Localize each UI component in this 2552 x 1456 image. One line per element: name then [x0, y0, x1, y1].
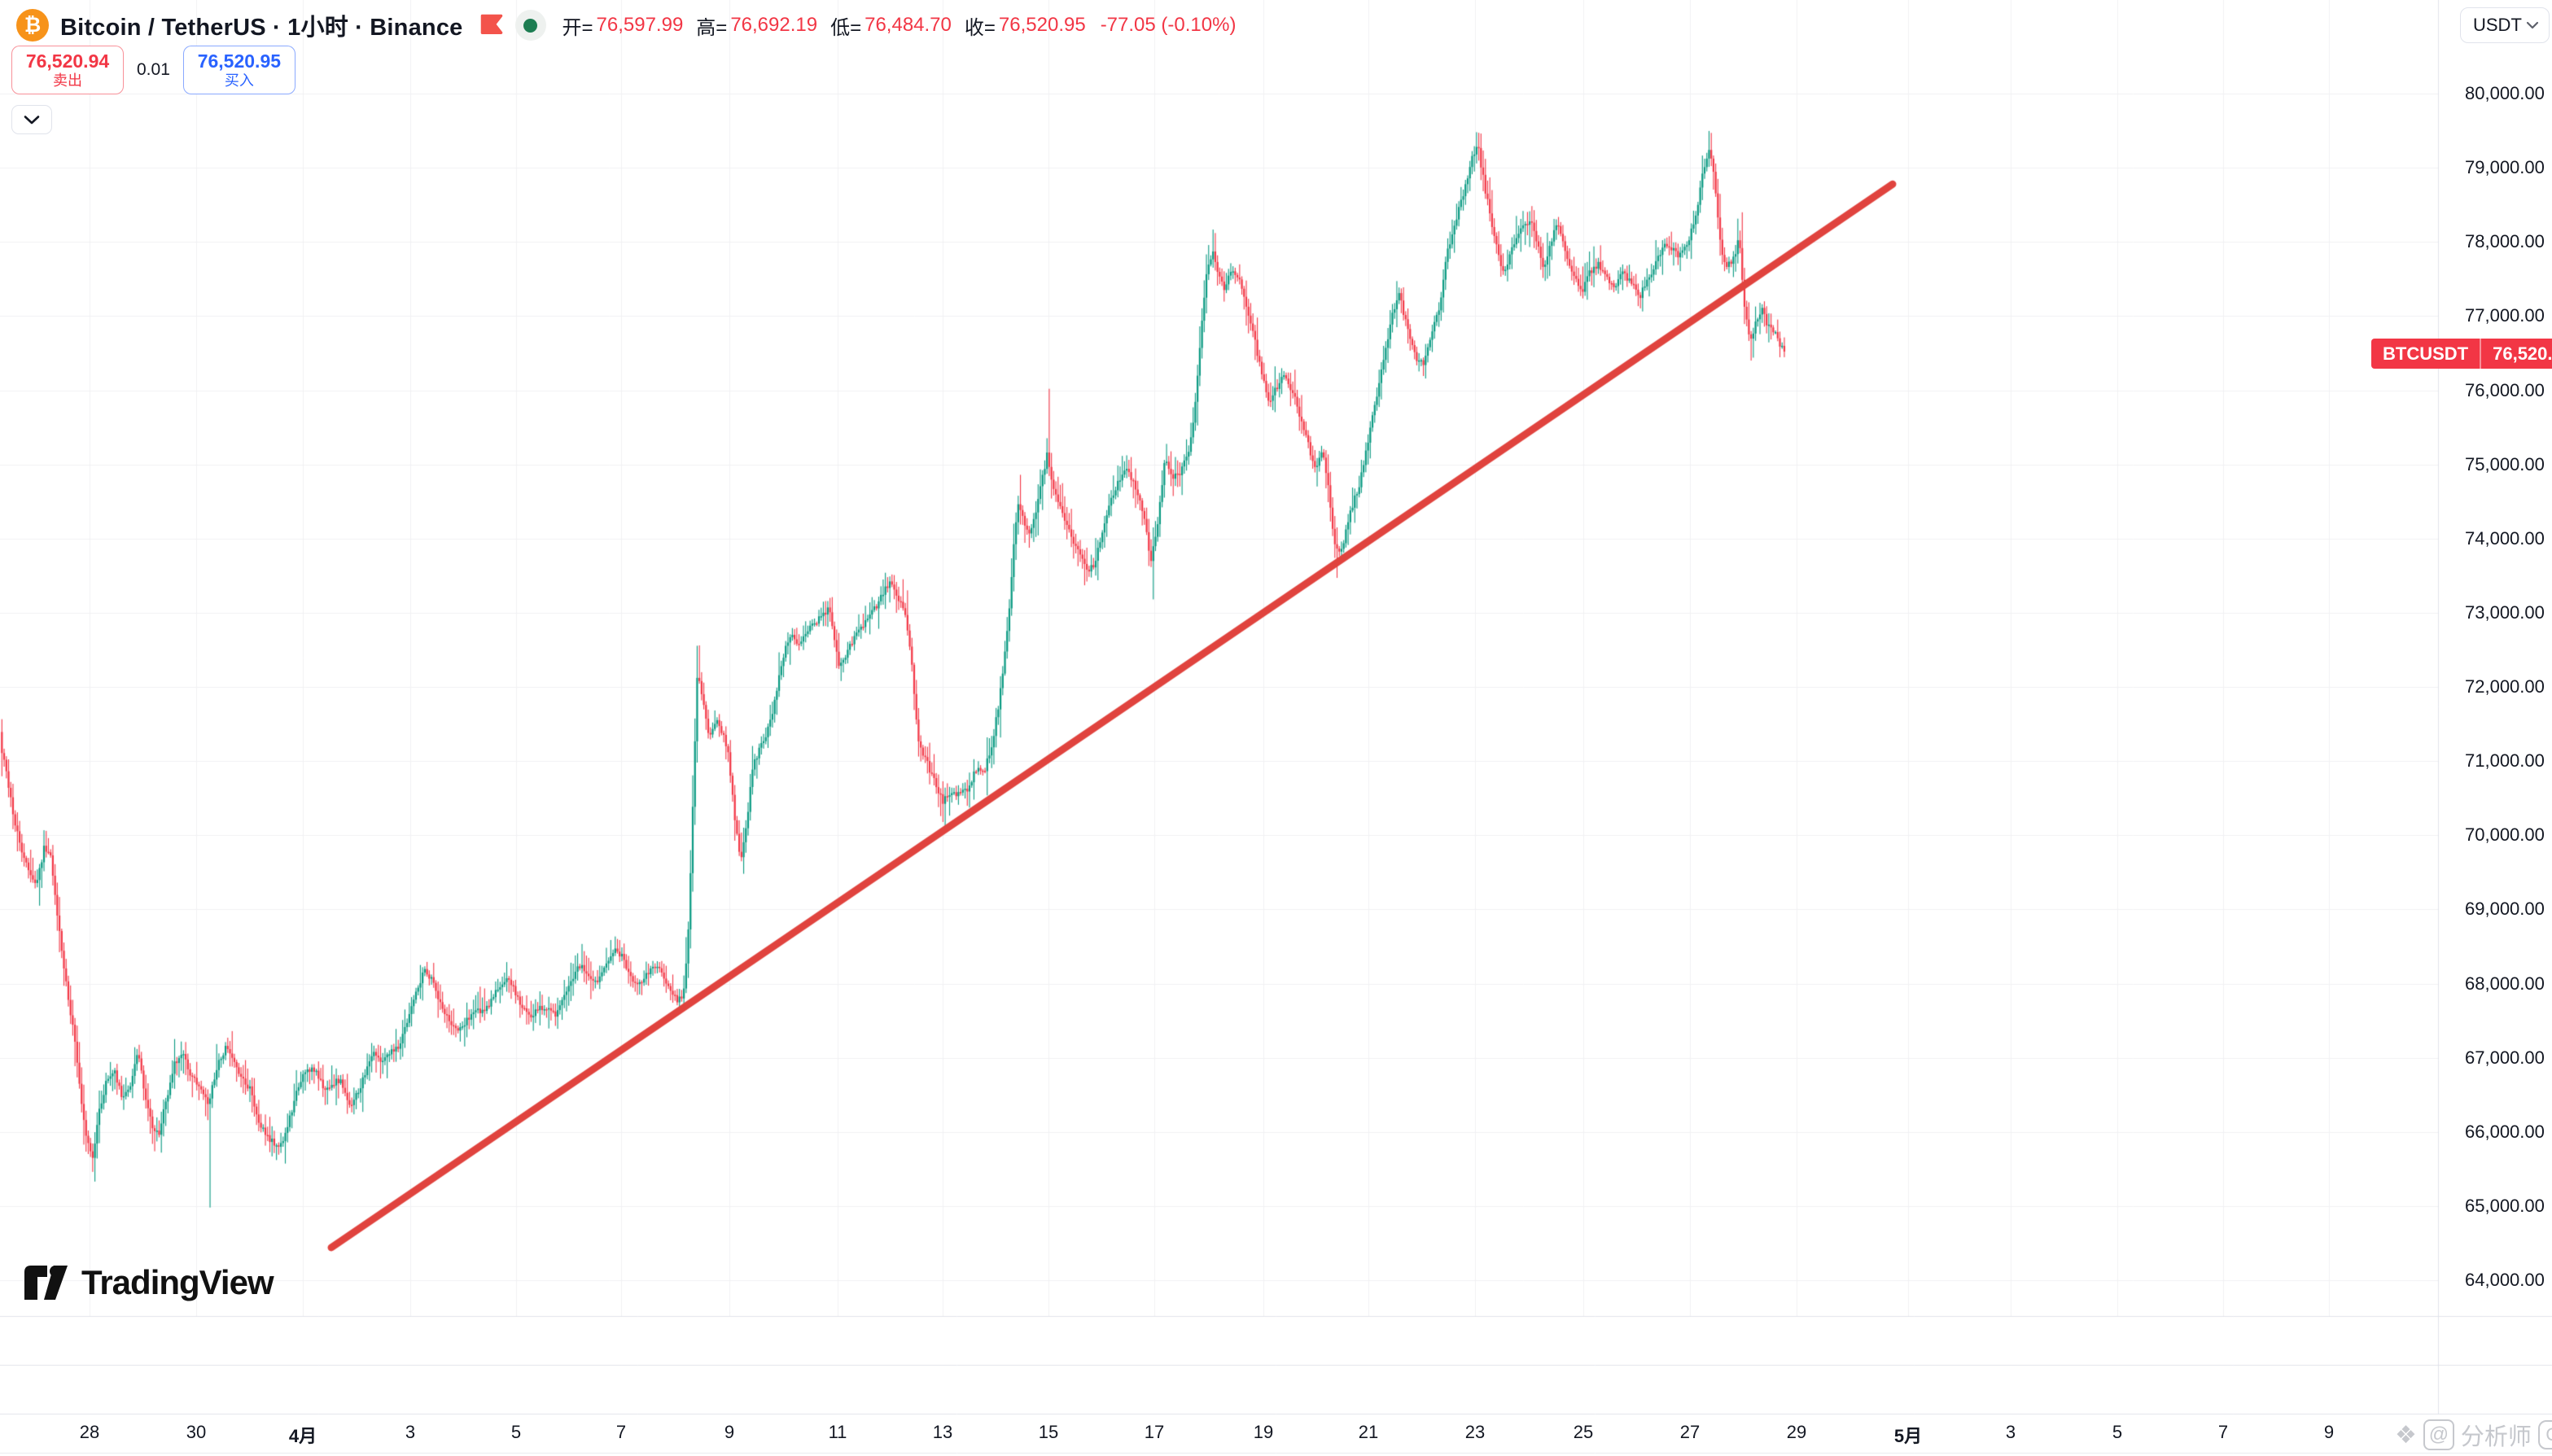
- currency-label: USDT: [2473, 15, 2522, 35]
- time-axis-label: 5月: [1893, 1426, 1923, 1446]
- time-axis-label: 3: [2005, 1422, 2016, 1442]
- price-axis-label: 79,000.00: [2465, 157, 2545, 178]
- price-axis-label: 69,000.00: [2465, 899, 2545, 920]
- open-label: 开=: [562, 16, 593, 39]
- time-axis-label: 21: [1358, 1422, 1379, 1442]
- collapse-trade-panel-button[interactable]: [11, 105, 52, 134]
- open-value: 76,597.99: [596, 14, 684, 36]
- time-axis-label: 25: [1573, 1422, 1594, 1442]
- time-axis-label: 13: [932, 1422, 953, 1442]
- tradingview-mark-icon: [24, 1266, 68, 1300]
- symbol-title[interactable]: Bitcoin / TetherUS · 1小时 · Binance: [60, 15, 463, 41]
- watermark-text-left: 分析师: [2460, 1424, 2532, 1450]
- change-value: -77.05 (-0.10%): [1100, 14, 1237, 36]
- time-axis-label: 11: [828, 1422, 847, 1442]
- price-axis-label: 75,000.00: [2465, 453, 2545, 474]
- at-icon: @: [2423, 1419, 2454, 1450]
- time-axis-label: 30: [186, 1422, 207, 1442]
- time-axis-label: 9: [2323, 1422, 2335, 1442]
- time-axis-label: 7: [2217, 1422, 2229, 1442]
- flag-icon[interactable]: [479, 14, 504, 37]
- price-axis-label: 71,000.00: [2465, 750, 2545, 772]
- price-axis-label: 65,000.00: [2465, 1195, 2545, 1216]
- tradingview-logo[interactable]: TradingView: [23, 1263, 274, 1302]
- tradingview-wordmark: TradingView: [81, 1263, 274, 1301]
- price-axis-label: 77,000.00: [2465, 305, 2545, 326]
- low-label: 低=: [830, 16, 862, 39]
- time-axis-label: 19: [1253, 1422, 1274, 1442]
- price-axis-label: 74,000.00: [2465, 527, 2545, 549]
- price-axis-label: 68,000.00: [2465, 973, 2545, 994]
- chevron-down-icon: [24, 115, 40, 124]
- time-axis-label: 7: [615, 1422, 627, 1442]
- watermark: ❖ @ 分析师 O 舒琴: [2395, 1418, 2552, 1452]
- badge-separator: [2480, 339, 2482, 369]
- badge-symbol: BTCUSDT: [2383, 343, 2469, 364]
- price-axis-label: 64,000.00: [2465, 1270, 2545, 1290]
- time-axis-label: 29: [1786, 1422, 1807, 1442]
- market-status-icon[interactable]: [514, 10, 546, 41]
- time-axis-label: 27: [1679, 1422, 1701, 1442]
- sell-button[interactable]: 76,520.94 卖出: [11, 46, 124, 94]
- close-label: 收=: [964, 16, 996, 39]
- time-axis-label: 3: [405, 1422, 416, 1442]
- price-axis-label: 73,000.00: [2465, 601, 2545, 623]
- symbol-header: ₿ Bitcoin / TetherUS · 1小时 · Binance 开= …: [16, 8, 1236, 42]
- quantity-value[interactable]: 0.01: [137, 60, 170, 79]
- buy-price: 76,520.95: [197, 50, 282, 72]
- time-axis-label: 9: [724, 1422, 735, 1442]
- bitcoin-icon: ₿: [16, 9, 49, 42]
- price-axis-label: 78,000.00: [2465, 231, 2545, 252]
- time-axis-label: 17: [1144, 1422, 1165, 1442]
- price-axis-label: 80,000.00: [2465, 83, 2545, 103]
- high-value: 76,692.19: [730, 14, 818, 36]
- price-axis-label: 66,000.00: [2465, 1121, 2545, 1142]
- buy-label: 买入: [224, 72, 254, 89]
- high-label: 高=: [696, 16, 728, 39]
- price-axis-label: 70,000.00: [2465, 824, 2545, 846]
- trade-panel: 76,520.94 卖出 0.01 76,520.95 买入: [11, 46, 295, 94]
- price-axis-label: 67,000.00: [2465, 1047, 2545, 1068]
- sell-label: 卖出: [53, 72, 82, 89]
- diamond-icon: ❖: [2395, 1421, 2417, 1449]
- time-axis-label: 4月: [288, 1426, 317, 1446]
- last-price-badge: BTCUSDT 76,520.95: [2371, 339, 2552, 369]
- time-axis-label: 28: [79, 1422, 100, 1442]
- time-axis-label: 23: [1464, 1422, 1486, 1442]
- close-value: 76,520.95: [998, 14, 1086, 36]
- price-axis-label: 76,000.00: [2465, 379, 2545, 400]
- low-value: 76,484.70: [865, 14, 952, 36]
- chevron-down-icon: [2526, 21, 2539, 29]
- hexagon-icon: O: [2537, 1420, 2552, 1449]
- time-axis-label: 5: [510, 1422, 522, 1442]
- currency-selector-button[interactable]: USDT: [2460, 7, 2550, 43]
- status-dot: [523, 18, 537, 33]
- badge-price: 76,520.95: [2493, 343, 2552, 364]
- time-axis-label: 5: [2112, 1422, 2123, 1442]
- buy-button[interactable]: 76,520.95 买入: [182, 46, 295, 94]
- price-axis-label: 72,000.00: [2465, 676, 2545, 697]
- time-axis-label: 15: [1038, 1422, 1059, 1442]
- ohlc-readout: 开= 76,597.99 高= 76,692.19 低= 76,484.70 收…: [562, 11, 1237, 40]
- sell-price: 76,520.94: [25, 50, 110, 72]
